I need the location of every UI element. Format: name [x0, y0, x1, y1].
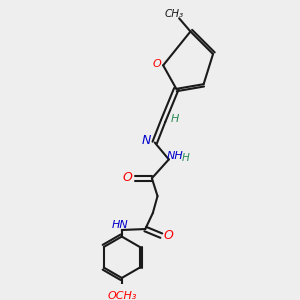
Text: HN: HN — [112, 220, 128, 230]
Text: O: O — [152, 59, 161, 69]
Text: O: O — [164, 229, 174, 242]
Text: N: N — [142, 134, 151, 147]
Text: H: H — [170, 114, 178, 124]
Text: H: H — [182, 152, 190, 163]
Text: CH₃: CH₃ — [165, 9, 184, 19]
Text: NH: NH — [167, 151, 184, 161]
Text: O: O — [122, 171, 132, 184]
Text: OCH₃: OCH₃ — [107, 291, 136, 300]
